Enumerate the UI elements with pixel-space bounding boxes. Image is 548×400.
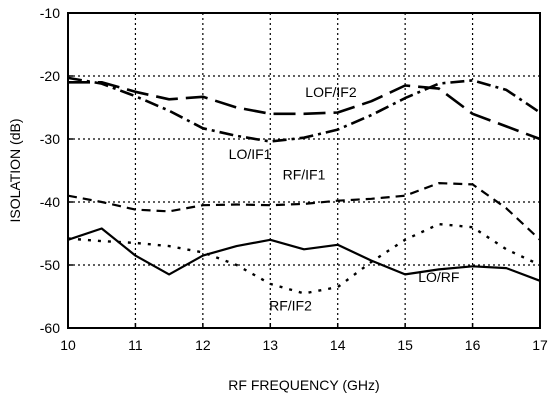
plot-frame [67,12,541,329]
y-tick-label: -50 [40,257,60,273]
y-axis-label: ISOLATION (dB) [7,119,23,223]
x-tick-label: 16 [465,337,481,353]
x-tick-label: 10 [60,337,76,353]
series-line-rf-if1 [67,182,541,241]
series-label-lo-if1: LO/IF1 [229,146,272,162]
x-axis-label: RF FREQUENCY (GHz) [228,377,379,393]
series-label-rf-if1: RF/IF1 [283,166,326,182]
x-tick-label: 12 [195,337,211,353]
x-tick-label: 14 [330,337,346,353]
y-tick-label: -40 [40,194,60,210]
x-tick-label: 15 [397,337,413,353]
x-tick-label: 17 [532,337,548,353]
series-lines [67,76,541,295]
series-line-lo-if1 [67,76,541,143]
y-tick-label: -20 [40,68,60,84]
y-tick-label: -30 [40,131,60,147]
series-line-rf-if2 [67,222,541,295]
series-label-rf-if2: RF/IF2 [269,297,312,313]
axis-ticks: 10 11 12 13 14 15 16 17 -60 -50 -40 -30 -20 -10 [40,5,548,353]
y-tick-label: -10 [40,5,60,21]
series-line-lof-if2 [68,81,541,141]
series-annotations: LOF/IF2 LO/IF1 RF/IF1 RF/IF2 LO/RF [229,84,460,314]
series-label-lo-rf: LO/RF [418,269,459,285]
series-line-lo-rf [67,227,541,282]
x-tick-label: 11 [128,337,143,353]
y-tick-label: -60 [40,320,60,336]
series-label-lof-if2: LOF/IF2 [305,84,357,100]
x-tick-label: 13 [262,337,278,353]
